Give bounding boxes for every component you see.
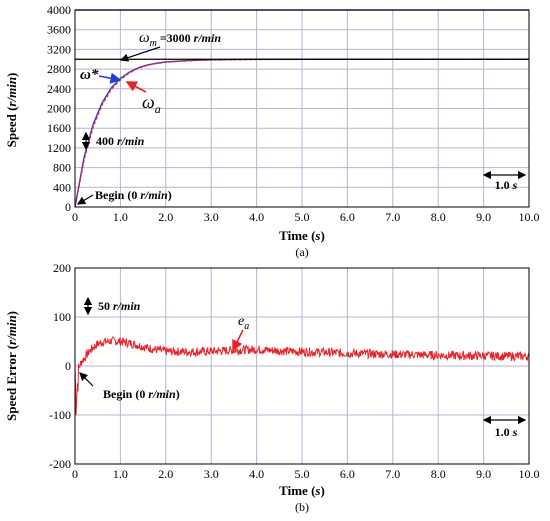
panel-a-x-ticks: 0 1.0 2.0 3.0 4.0 5.0 6.0 7.0 8.0 9.0 10.0 xyxy=(72,210,540,224)
panel-b-caption: (b) xyxy=(295,500,309,514)
x-tick-label: 10.0 xyxy=(519,210,540,224)
omega-star-label: ω* xyxy=(80,67,99,83)
panel-a-frame xyxy=(74,9,530,208)
y-tick-label: 3200 xyxy=(47,42,71,56)
x-tick-label: 8.0 xyxy=(431,210,446,224)
x-tick-label: 0 xyxy=(72,467,78,481)
panel-b-frame xyxy=(74,267,530,465)
y-tick-label: 1200 xyxy=(47,141,71,155)
panel-b-time-scale-label: 1.0 s xyxy=(495,425,518,439)
x-tick-label: 3.0 xyxy=(204,210,219,224)
x-tick-label: 6.0 xyxy=(340,210,355,224)
y-tick-label: 0 xyxy=(65,359,71,373)
omega-m-arrow xyxy=(119,46,161,62)
x-tick-label: 9.0 xyxy=(476,210,491,224)
x-tick-label: 2.0 xyxy=(158,210,173,224)
y-tick-label: 2800 xyxy=(47,62,71,76)
x-tick-label: 0 xyxy=(72,210,78,224)
panel-a-y-label: Speed (r/min) xyxy=(4,73,19,148)
y-tick-label: 200 xyxy=(53,261,71,275)
x-tick-label: 4.0 xyxy=(249,210,264,224)
panel-b: -200 -100 0 100 200 0 1.0 2.0 3.0 4.0 5.0 6.0 7.0 8.… xyxy=(4,261,540,514)
x-tick-label: 1.0 xyxy=(113,210,128,224)
e-a-label: ea xyxy=(238,314,249,332)
y-tick-label: 0 xyxy=(65,200,71,214)
panel-a-begin-arrow xyxy=(76,194,94,205)
omega-star-arrow xyxy=(98,72,122,84)
panel-a-x-label: Time (s) xyxy=(279,228,325,243)
panel-a-y-ticks: 0 400 800 1200 1600 2000 2400 2800 3200 3600 4000 xyxy=(47,3,71,214)
y-tick-label: 400 xyxy=(53,180,71,194)
error-series-e-a xyxy=(74,336,530,416)
y-tick-label: 800 xyxy=(53,161,71,175)
x-tick-label: 2.0 xyxy=(158,467,173,481)
y-tick-label: -100 xyxy=(49,408,71,422)
panel-b-y-label: Speed Error (r/min) xyxy=(4,311,19,421)
panel-b-x-label: Time (s) xyxy=(279,483,325,498)
panel-a-scale-label: 400 r/min xyxy=(96,134,145,148)
x-tick-label: 8.0 xyxy=(431,467,446,481)
panel-b-x-ticks: 0 1.0 2.0 3.0 4.0 5.0 6.0 7.0 8.0 9.0 10.0 xyxy=(72,467,540,481)
x-tick-label: 3.0 xyxy=(204,467,219,481)
panel-b-series xyxy=(74,336,530,416)
y-tick-label: 2000 xyxy=(47,102,71,116)
panel-a: 040080012001600200024002800320036004000 … xyxy=(4,3,540,259)
omega-a-arrow xyxy=(125,81,147,93)
y-tick-label: 1600 xyxy=(47,121,71,135)
x-tick-label: 1.0 xyxy=(113,467,128,481)
y-tick-label: 100 xyxy=(53,310,71,324)
series-omega-a xyxy=(74,58,529,208)
panel-b-begin-arrow xyxy=(79,372,94,387)
panel-a-begin-label: Begin (0 r/min) xyxy=(95,188,172,202)
y-tick-label: 4000 xyxy=(47,3,71,17)
x-tick-label: 10.0 xyxy=(519,467,540,481)
x-tick-label: 6.0 xyxy=(340,467,355,481)
omega-m-label: ωm =3000 r/min xyxy=(139,30,221,49)
x-tick-label: 7.0 xyxy=(385,467,400,481)
panel-b-y-ticks: -200 -100 0 100 200 xyxy=(49,261,71,471)
y-tick-label: 2400 xyxy=(47,82,71,96)
y-tick-label: -200 xyxy=(49,457,71,471)
panel-b-begin-label: Begin (0 r/min) xyxy=(103,387,180,401)
x-tick-label: 5.0 xyxy=(295,210,310,224)
x-tick-label: 4.0 xyxy=(249,467,264,481)
omega-a-label: ωa xyxy=(142,92,161,116)
panel-a-time-scale-label: 1.0 s xyxy=(495,178,518,192)
x-tick-label: 7.0 xyxy=(385,210,400,224)
panel-b-grid xyxy=(75,268,529,464)
e-a-arrow xyxy=(232,329,244,352)
x-tick-label: 5.0 xyxy=(295,467,310,481)
panel-a-caption: (a) xyxy=(295,245,308,259)
panel-b-scale-label: 50 r/min xyxy=(98,299,141,313)
x-tick-label: 9.0 xyxy=(476,467,491,481)
panel-a-grid xyxy=(75,10,529,207)
y-tick-label: 3600 xyxy=(47,23,71,37)
